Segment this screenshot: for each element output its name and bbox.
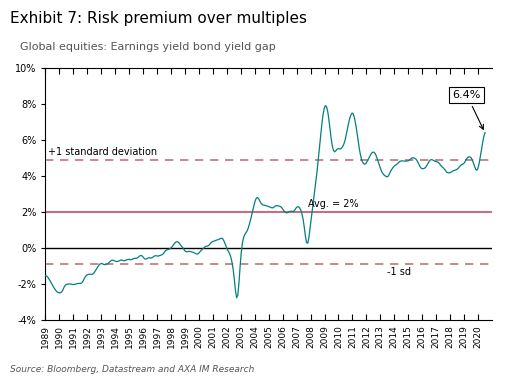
Text: Global equities: Earnings yield bond yield gap: Global equities: Earnings yield bond yie… <box>20 42 276 51</box>
Text: Source: Bloomberg, Datastream and AXA IM Research: Source: Bloomberg, Datastream and AXA IM… <box>10 365 255 374</box>
Text: Exhibit 7: Risk premium over multiples: Exhibit 7: Risk premium over multiples <box>10 11 307 26</box>
Text: -1 sd: -1 sd <box>387 267 411 277</box>
Text: +1 standard deviation: +1 standard deviation <box>48 147 157 157</box>
Text: Avg. = 2%: Avg. = 2% <box>308 199 358 209</box>
Text: 6.4%: 6.4% <box>453 90 483 129</box>
